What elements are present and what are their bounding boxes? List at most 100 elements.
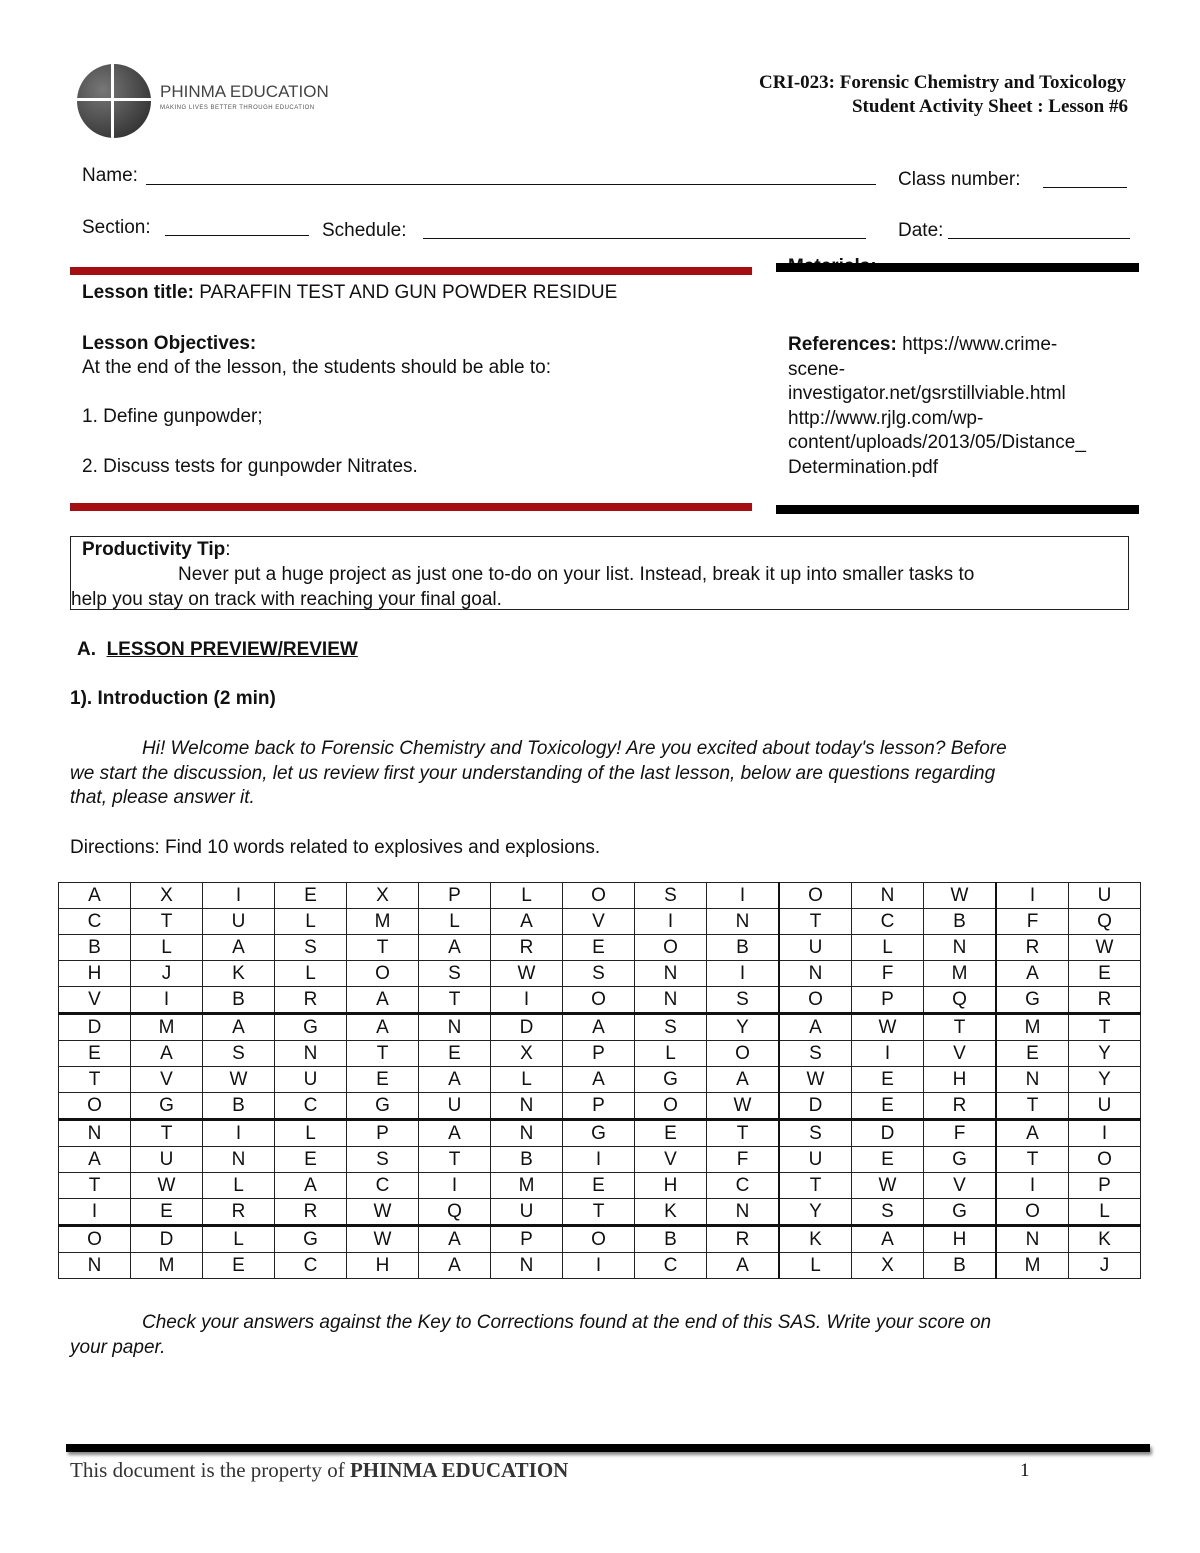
grid-cell: H: [634, 1172, 707, 1199]
date-field[interactable]: [948, 238, 1130, 239]
grid-cell: G: [923, 1198, 997, 1227]
grid-cell: B: [634, 1225, 707, 1253]
grid-cell: W: [346, 1198, 419, 1227]
grid-cell: O: [58, 1225, 131, 1253]
grid-cell: P: [1068, 1172, 1141, 1199]
grid-cell: G: [274, 1013, 347, 1041]
grid-cell: O: [1068, 1146, 1141, 1173]
grid-cell: L: [778, 1252, 852, 1279]
grid-cell: N: [202, 1146, 275, 1173]
reference-link[interactable]: content/uploads/2013/05/Distance_: [788, 432, 1086, 454]
objectives-heading: Lesson Objectives:: [82, 333, 257, 354]
grid-cell: C: [58, 908, 131, 935]
grid-cell: A: [418, 1066, 491, 1093]
divider-red-bottom: [70, 503, 752, 511]
grid-cell: I: [706, 960, 780, 987]
grid-cell: A: [202, 1013, 275, 1041]
grid-cell: A: [130, 1040, 203, 1067]
grid-cell: I: [706, 882, 780, 909]
schedule-field[interactable]: [423, 238, 866, 239]
directions: Directions: Find 10 words related to exp…: [70, 837, 601, 858]
grid-cell: F: [995, 908, 1069, 935]
grid-cell: B: [202, 1092, 275, 1121]
grid-cell: E: [562, 1172, 635, 1199]
grid-cell: T: [778, 908, 852, 935]
grid-cell: T: [58, 1172, 131, 1199]
grid-cell: Q: [418, 1198, 491, 1227]
grid-cell: M: [490, 1172, 563, 1199]
grid-cell: K: [1068, 1225, 1141, 1253]
grid-cell: O: [634, 934, 707, 961]
divider-black-bottom: [776, 505, 1139, 514]
grid-cell: C: [346, 1172, 419, 1199]
grid-cell: L: [418, 908, 491, 935]
grid-cell: G: [562, 1119, 635, 1147]
reference-link[interactable]: investigator.net/gsrstillviable.html: [788, 383, 1066, 405]
grid-cell: O: [778, 882, 852, 909]
class-number-label: Class number:: [898, 169, 1021, 190]
reference-link[interactable]: Determination.pdf: [788, 456, 938, 478]
grid-cell: E: [274, 1146, 347, 1173]
grid-cell: A: [995, 960, 1069, 987]
grid-cell: C: [851, 908, 924, 935]
grid-cell: J: [1068, 1252, 1141, 1279]
grid-cell: M: [346, 908, 419, 935]
grid-cell: L: [274, 908, 347, 935]
grid-cell: X: [490, 1040, 563, 1067]
grid-cell: A: [418, 1119, 491, 1147]
grid-cell: G: [130, 1092, 203, 1121]
grid-cell: N: [778, 960, 852, 987]
grid-cell: W: [923, 882, 997, 909]
grid-cell: F: [923, 1119, 997, 1147]
grid-cell: H: [923, 1066, 997, 1093]
grid-cell: L: [202, 1172, 275, 1199]
grid-cell: M: [923, 960, 997, 987]
grid-cell: L: [634, 1040, 707, 1067]
grid-cell: L: [274, 1119, 347, 1147]
course-title: CRI-023: Forensic Chemistry and Toxicolo…: [759, 72, 1126, 93]
objective-item: 2. Discuss tests for gunpowder Nitrates.: [82, 456, 418, 477]
grid-cell: S: [562, 960, 635, 987]
grid-cell: N: [706, 908, 780, 935]
section-field[interactable]: [165, 235, 309, 236]
grid-cell: W: [851, 1013, 924, 1041]
reference-link[interactable]: https://www.crime-: [902, 334, 1058, 355]
section-label: Section:: [82, 217, 151, 238]
grid-cell: V: [634, 1146, 707, 1173]
grid-cell: M: [130, 1252, 203, 1279]
logo-tagline: MAKING LIVES BETTER THROUGH EDUCATION: [160, 105, 315, 111]
grid-cell: S: [778, 1040, 852, 1067]
grid-cell: S: [346, 1146, 419, 1173]
grid-cell: M: [995, 1252, 1069, 1279]
page-number: 1: [1020, 1460, 1030, 1481]
grid-cell: N: [923, 934, 997, 961]
grid-cell: Y: [1068, 1066, 1141, 1093]
grid-cell: A: [778, 1013, 852, 1041]
grid-cell: D: [851, 1119, 924, 1147]
grid-cell: P: [418, 882, 491, 909]
grid-cell: A: [995, 1119, 1069, 1147]
reference-link[interactable]: scene-: [788, 358, 846, 380]
grid-cell: E: [634, 1119, 707, 1147]
grid-cell: E: [851, 1092, 924, 1121]
grid-cell: L: [490, 1066, 563, 1093]
grid-cell: S: [851, 1198, 924, 1227]
grid-cell: X: [346, 882, 419, 909]
grid-cell: W: [706, 1092, 780, 1121]
class-number-field[interactable]: [1043, 187, 1127, 188]
grid-cell: D: [58, 1013, 131, 1041]
reference-link[interactable]: http://www.rjlg.com/wp-: [788, 407, 984, 429]
grid-cell: L: [274, 960, 347, 987]
grid-cell: T: [706, 1119, 780, 1147]
schedule-label: Schedule:: [322, 220, 407, 241]
grid-cell: L: [1068, 1198, 1141, 1227]
name-field[interactable]: [146, 184, 876, 185]
grid-cell: Q: [1068, 908, 1141, 935]
grid-cell: U: [418, 1092, 491, 1121]
